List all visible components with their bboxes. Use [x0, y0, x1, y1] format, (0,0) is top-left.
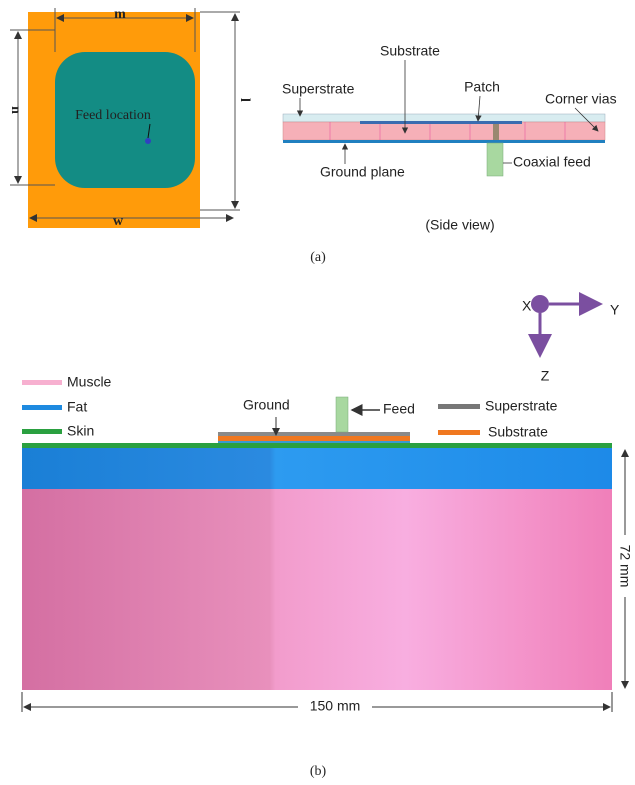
- caption: (b): [310, 764, 327, 779]
- dim-label: w: [113, 214, 124, 229]
- axis-label: Z: [541, 368, 550, 384]
- label: Superstrate: [282, 81, 355, 97]
- legend-label: Fat: [67, 399, 87, 415]
- feed-label: Feed location: [75, 108, 151, 123]
- label: Coaxial feed: [513, 154, 591, 170]
- label: Ground plane: [320, 164, 405, 180]
- dim-label: m: [114, 7, 126, 22]
- axes-icon: X Y Z: [522, 295, 620, 384]
- caption: (a): [310, 250, 326, 265]
- side-view: Substrate Superstrate Patch Corner vias …: [282, 43, 617, 233]
- phantom: Ground Feed 72 mm 150 mm: [22, 397, 635, 716]
- legend-label: Muscle: [67, 374, 112, 390]
- dim-label: l: [237, 98, 252, 102]
- dim-label: n: [8, 106, 23, 114]
- label: Ground: [243, 397, 290, 413]
- label: Patch: [464, 79, 500, 95]
- dim-label: 150 mm: [310, 698, 361, 714]
- label: Corner vias: [545, 91, 617, 107]
- feed-dot: [145, 138, 151, 144]
- legend: Muscle Fat Skin Superstrate Substrate: [22, 374, 558, 440]
- figure: m n l w Feed location Substrate Superstr…: [0, 0, 635, 785]
- legend-label: Superstrate: [485, 398, 558, 414]
- caption: (Side view): [425, 217, 494, 233]
- top-view: m n l w Feed location: [8, 7, 252, 229]
- label: Substrate: [380, 43, 440, 59]
- legend-label: Substrate: [488, 424, 548, 440]
- axis-label: X: [522, 298, 532, 314]
- label: Feed: [383, 401, 415, 417]
- legend-label: Skin: [67, 423, 94, 439]
- dim-label: 72 mm: [617, 545, 633, 588]
- axis-label: Y: [610, 302, 620, 318]
